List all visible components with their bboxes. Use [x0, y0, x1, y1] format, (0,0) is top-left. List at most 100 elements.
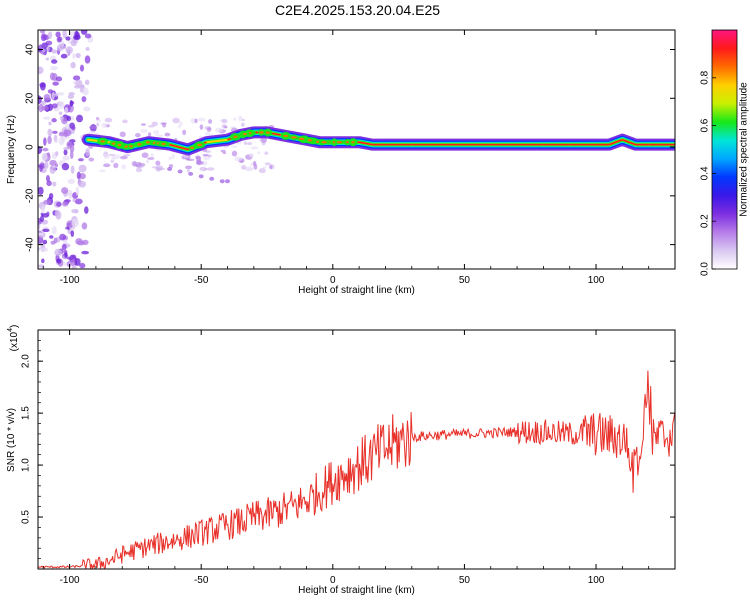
- noise-speckle: [64, 199, 71, 203]
- halo-speckle: [162, 123, 166, 128]
- halo-speckle: [185, 158, 190, 161]
- noise-speckle: [82, 87, 89, 96]
- halo-speckle: [140, 123, 147, 126]
- halo-speckle: [194, 118, 198, 124]
- halo-speckle: [206, 127, 212, 132]
- noise-speckle: [61, 162, 70, 171]
- y-multiplier-label: (x104): [7, 325, 20, 352]
- top-plot-frame: [37, 29, 676, 270]
- ridge-core: [169, 143, 189, 151]
- bottom-xtick-label: -50: [194, 575, 209, 586]
- noise-speckle: [76, 240, 85, 246]
- halo-speckle: [221, 118, 228, 124]
- noise-speckle: [38, 66, 44, 75]
- noise-speckle: [43, 116, 51, 120]
- noise-speckle: [81, 96, 87, 103]
- top-ytick-label: 0: [25, 144, 36, 150]
- noise-speckle: [38, 222, 41, 231]
- noise-speckle: [71, 209, 79, 214]
- colorbar-tick-label: 0.6: [700, 118, 711, 132]
- top-ytick-label: -40: [25, 237, 36, 252]
- noise-speckle: [63, 149, 68, 156]
- noise-speckle: [38, 232, 44, 236]
- halo-speckle: [202, 153, 209, 157]
- ridge-blob-core: [346, 140, 350, 144]
- noise-speckle: [80, 30, 88, 35]
- halo-speckle: [104, 117, 113, 123]
- noise-speckle: [62, 30, 67, 39]
- snr-series-line: [38, 370, 675, 569]
- noise-speckle: [67, 178, 76, 185]
- bottom-ytick-label: 2.0: [21, 354, 32, 368]
- noise-speckle: [41, 205, 45, 214]
- halo-speckle: [96, 122, 100, 127]
- top-xtick-label: -50: [194, 275, 209, 286]
- ridge-blob-core: [145, 141, 150, 144]
- halo-speckle: [199, 124, 204, 130]
- halo-speckle: [153, 129, 160, 135]
- noise-speckle: [69, 144, 75, 153]
- noise-speckle: [51, 49, 58, 54]
- noise-speckle: [54, 139, 58, 144]
- noise-speckle: [49, 159, 57, 166]
- noise-speckle: [67, 94, 75, 99]
- halo-speckle: [135, 167, 143, 173]
- halo-speckle: [113, 162, 119, 169]
- noise-speckle: [84, 206, 89, 214]
- noise-speckle: [51, 118, 57, 123]
- noise-speckle: [56, 258, 62, 264]
- noise-speckle: [48, 121, 52, 126]
- noise-speckle: [79, 262, 86, 269]
- halo-speckle: [224, 125, 228, 129]
- noise-speckle: [64, 252, 68, 259]
- ridge-blob-core: [117, 143, 122, 147]
- halo-speckle: [88, 130, 96, 134]
- halo-speckle: [246, 142, 253, 146]
- noise-speckle: [75, 186, 80, 196]
- noise-speckle: [79, 64, 85, 72]
- noise-speckle: [56, 36, 62, 43]
- noise-speckle: [78, 164, 87, 173]
- halo-speckle: [195, 160, 204, 165]
- noise-speckle: [74, 198, 83, 205]
- noise-speckle: [84, 55, 91, 64]
- noise-speckle: [45, 174, 50, 182]
- halo-speckle: [121, 164, 127, 170]
- halo-speckle: [186, 168, 190, 173]
- ridge-blob-core: [190, 146, 195, 150]
- ridge-blob-core: [258, 131, 264, 134]
- halo-speckle: [136, 163, 145, 169]
- noise-speckle: [71, 265, 77, 269]
- halo-speckle: [269, 164, 273, 170]
- noise-speckle: [76, 171, 81, 180]
- halo-speckle: [140, 128, 148, 134]
- side-branch-point: [188, 171, 194, 176]
- bottom-xlabel: Height of straight line (km): [298, 585, 415, 596]
- halo-speckle: [168, 164, 174, 168]
- noise-speckle: [47, 89, 54, 94]
- noise-speckle: [56, 201, 62, 207]
- noise-speckle: [61, 187, 69, 194]
- halo-speckle: [108, 153, 116, 157]
- bottom-ytick-label: 1.0: [21, 458, 32, 472]
- noise-speckle: [41, 258, 45, 264]
- figure-title: C2E4.2025.153.20.04.E25: [274, 2, 441, 18]
- ridge-blob-core: [265, 131, 270, 134]
- noise-speckle: [42, 239, 48, 245]
- noise-speckle: [72, 75, 81, 81]
- bottom-ytick-label: 1.5: [21, 406, 32, 420]
- ridge-blob-core: [321, 140, 328, 144]
- colorbar-tick-label: 0.0: [700, 262, 711, 276]
- top-xlabel: Height of straight line (km): [298, 285, 415, 296]
- halo-speckle: [220, 149, 226, 153]
- colorbar-label: Normalized spectral amplitude: [739, 82, 750, 217]
- halo-speckle: [233, 117, 237, 121]
- noise-speckle: [47, 103, 54, 111]
- bottom-xtick-label: 0: [330, 575, 336, 586]
- noise-speckle: [58, 101, 65, 109]
- colorbar: [711, 29, 738, 270]
- noise-speckle: [49, 72, 55, 81]
- noise-speckle: [41, 152, 48, 162]
- halo-speckle: [264, 152, 268, 155]
